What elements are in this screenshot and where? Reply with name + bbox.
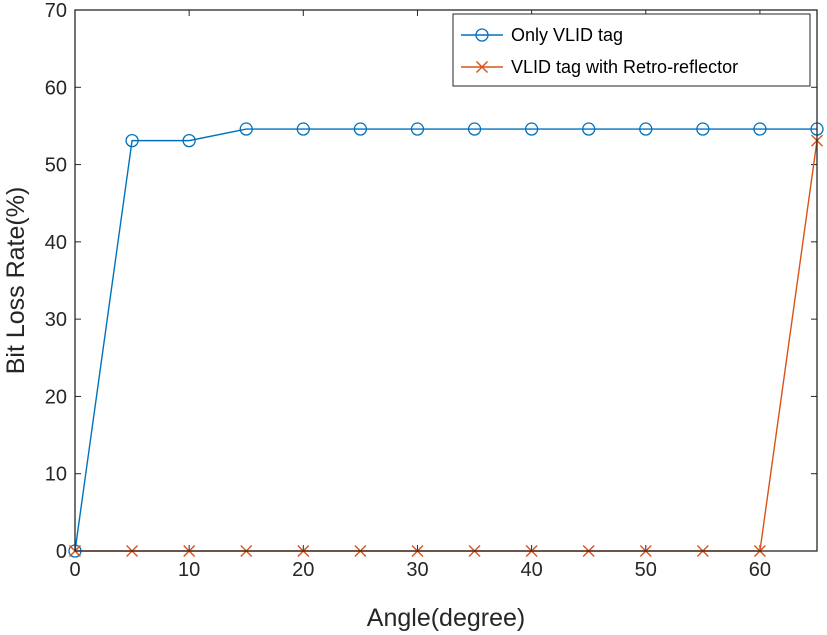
legend-items: Only VLID tag VLID tag with Retro-reflect…: [461, 25, 738, 77]
data-point: [125, 133, 139, 148]
series-line: [74, 128, 817, 552]
legend-box: [452, 13, 811, 87]
y-tick-label: 20: [45, 386, 67, 408]
axes-box: [74, 9, 818, 552]
tick-layer: 0 10 20 30 40 50 60 0 10 20 30 40 50 60 70: [45, 0, 817, 581]
legend-entry: Only VLID tag: [461, 25, 623, 45]
legend: Only VLID tag VLID tag with Retro-reflect…: [452, 13, 811, 87]
x-axis-title: Angle(degree): [367, 604, 525, 632]
data-point: [296, 122, 310, 136]
legend-label: VLID tag with Retro-reflector: [511, 57, 738, 77]
legend-swatch-marker: [476, 61, 488, 73]
series-layer: [68, 122, 824, 558]
y-tick-label: 70: [45, 0, 67, 22]
x-tick-label: 50: [635, 559, 657, 581]
y-axis-title: Bit Loss Rate(%): [2, 187, 30, 375]
data-point: [182, 133, 196, 148]
y-tick-label: 0: [56, 541, 67, 563]
y-tick-label: 40: [45, 232, 67, 254]
x-tick-label: 60: [749, 559, 771, 581]
y-tick-label: 30: [45, 309, 67, 331]
x-tick-label: 20: [292, 559, 314, 581]
legend-entry: VLID tag with Retro-reflector: [461, 57, 738, 77]
x-tick-label: 30: [406, 559, 428, 581]
series-2: [69, 134, 823, 557]
y-tick-label: 60: [45, 77, 67, 99]
data-point: [239, 122, 253, 136]
x-tick-label: 40: [520, 559, 542, 581]
data-point: [467, 122, 482, 136]
legend-label: Only VLID tag: [511, 25, 623, 45]
data-point: [639, 122, 653, 136]
y-tick-label: 10: [45, 464, 67, 486]
data-point: [353, 122, 368, 136]
series-line: [75, 140, 818, 552]
data-point: [696, 122, 710, 136]
data-point: [524, 122, 539, 136]
series-1: [68, 122, 824, 558]
y-tick-label: 50: [45, 155, 67, 177]
x-tick-label: 10: [178, 559, 200, 581]
legend-swatch-marker: [475, 28, 489, 42]
data-point: [582, 122, 596, 136]
data-point: [753, 122, 767, 136]
x-tick-label: 0: [69, 559, 80, 581]
data-point: [410, 122, 425, 136]
